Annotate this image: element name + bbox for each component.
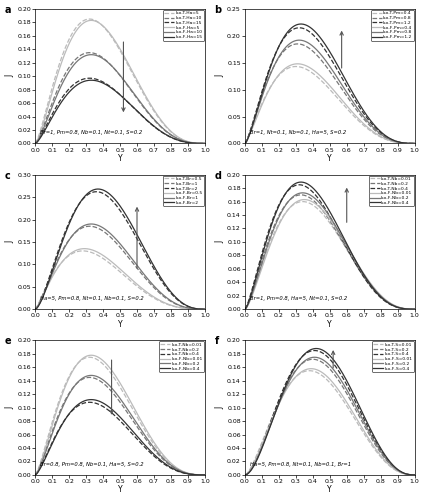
Legend: Iso-T-Pm=0.4, Iso-T-Pm=0.8, Iso-T-Pm=1.2, Iso-F-Pm=0.4, Iso-F-Pm=0.8, Iso-F-Pm=1: Iso-T-Pm=0.4, Iso-T-Pm=0.8, Iso-T-Pm=1.2… (371, 10, 414, 40)
X-axis label: Y: Y (118, 320, 122, 328)
Text: Br=1, Pm=0.8, Ha=5, Nt=0.1, S=0.2: Br=1, Pm=0.8, Ha=5, Nt=0.1, S=0.2 (250, 296, 347, 301)
Text: a: a (5, 5, 11, 15)
Legend: Iso-T-Ha=5, Iso-T-Ha=10, Iso-T-Ha=15, Iso-F-Ha=5, Iso-F-Ha=10, Iso-F-Ha=15: Iso-T-Ha=5, Iso-T-Ha=10, Iso-T-Ha=15, Is… (163, 10, 204, 40)
Text: Br=0.8, Pm=0.8, Nb=0.1, Ha=5, S=0.2: Br=0.8, Pm=0.8, Nb=0.1, Ha=5, S=0.2 (40, 462, 144, 467)
Y-axis label: J: J (215, 241, 224, 243)
X-axis label: Y: Y (327, 320, 332, 328)
Y-axis label: J: J (6, 75, 14, 78)
Y-axis label: J: J (215, 406, 224, 409)
Y-axis label: J: J (215, 75, 224, 78)
Text: Br=1, Pm=0.8, Nb=0.1, Nt=0.1, S=0.2: Br=1, Pm=0.8, Nb=0.1, Nt=0.1, S=0.2 (40, 130, 143, 136)
X-axis label: Y: Y (118, 486, 122, 494)
Text: b: b (215, 5, 221, 15)
Text: f: f (215, 336, 219, 346)
Legend: Iso-T-Nb=0.01, Iso-T-Nb=0.2, Iso-T-Nb=0.4, Iso-F-Nb=0.01, Iso-F-Nb=0.2, Iso-F-Nb: Iso-T-Nb=0.01, Iso-T-Nb=0.2, Iso-T-Nb=0.… (368, 176, 414, 206)
Y-axis label: J: J (6, 241, 14, 243)
Legend: Iso-T-Br=0.5, Iso-T-Br=1, Iso-T-Br=2, Iso-F-Br=0.5, Iso-F-Br=1, Iso-F-Br=2: Iso-T-Br=0.5, Iso-T-Br=1, Iso-T-Br=2, Is… (163, 176, 204, 206)
Text: Ha=5, Pm=0.8, Nt=0.1, Nb=0.1, Br=1: Ha=5, Pm=0.8, Nt=0.1, Nb=0.1, Br=1 (250, 462, 351, 467)
Text: Br=1, Nt=0.1, Nb=0.1, Ha=5, S=0.2: Br=1, Nt=0.1, Nb=0.1, Ha=5, S=0.2 (250, 130, 346, 136)
Y-axis label: J: J (6, 406, 14, 409)
Text: d: d (215, 170, 221, 180)
X-axis label: Y: Y (327, 486, 332, 494)
X-axis label: Y: Y (327, 154, 332, 163)
Text: Ha=5, Pm=0.8, Nt=0.1, Nb=0.1, S=0.2: Ha=5, Pm=0.8, Nt=0.1, Nb=0.1, S=0.2 (40, 296, 144, 301)
X-axis label: Y: Y (118, 154, 122, 163)
Legend: Iso-T-S=0.01, Iso-T-S=0.2, Iso-T-S=0.4, Iso-F-S=0.01, Iso-F-S=0.2, Iso-F-S=0.4: Iso-T-S=0.01, Iso-T-S=0.2, Iso-T-S=0.4, … (372, 342, 414, 372)
Text: c: c (5, 170, 11, 180)
Text: e: e (5, 336, 11, 346)
Legend: Iso-T-Nb=0.01, Iso-T-Nb=0.2, Iso-T-Nb=0.4, Iso-F-Nb=0.01, Iso-F-Nb=0.2, Iso-F-Nb: Iso-T-Nb=0.01, Iso-T-Nb=0.2, Iso-T-Nb=0.… (159, 342, 204, 372)
